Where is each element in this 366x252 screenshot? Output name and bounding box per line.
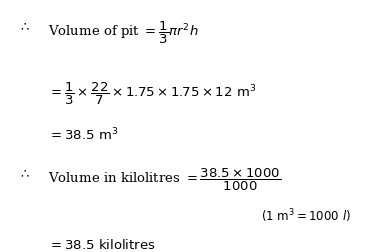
Text: $(1\ \mathrm{m}^{3} = 1000\ l)$: $(1\ \mathrm{m}^{3} = 1000\ l)$ [261, 207, 351, 224]
Text: $\therefore$: $\therefore$ [18, 166, 30, 179]
Text: Volume in kilolitres $=\dfrac{38.5\times1000}{1000}$: Volume in kilolitres $=\dfrac{38.5\times… [48, 166, 281, 192]
Text: $= 38.5\ \mathrm{kilolitres}$: $= 38.5\ \mathrm{kilolitres}$ [48, 237, 155, 251]
Text: $= 38.5\ \mathrm{m}^{3}$: $= 38.5\ \mathrm{m}^{3}$ [48, 126, 118, 143]
Text: $\therefore$: $\therefore$ [18, 20, 30, 33]
Text: $=\dfrac{1}{3}\times\dfrac{22}{7}\times 1.75 \times 1.75 \times 12\ \mathrm{m}^{: $=\dfrac{1}{3}\times\dfrac{22}{7}\times … [48, 81, 256, 107]
Text: Volume of pit $=\dfrac{1}{3}\pi r^{2}h$: Volume of pit $=\dfrac{1}{3}\pi r^{2}h$ [48, 20, 198, 46]
